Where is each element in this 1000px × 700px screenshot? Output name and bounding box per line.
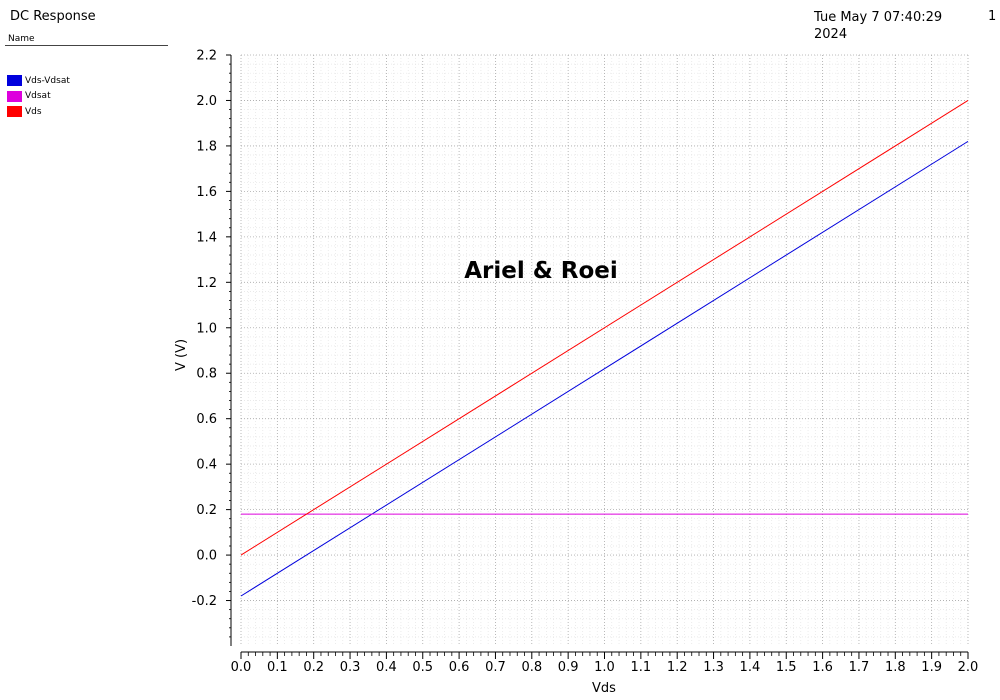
legend-divider bbox=[5, 45, 168, 46]
y-tick-label: 1.8 bbox=[196, 139, 217, 154]
plot-date: Tue May 7 07:40:29 2024 bbox=[814, 10, 943, 42]
x-tick-label: 1.2 bbox=[667, 660, 688, 675]
legend-item-vdsat[interactable]: Vdsat bbox=[7, 89, 70, 105]
legend-label: Vds-Vdsat bbox=[25, 75, 70, 86]
x-tick-label: 1.0 bbox=[594, 660, 615, 675]
series-line-vds-vdsat bbox=[240, 140, 969, 597]
x-tick-label: 0.7 bbox=[485, 660, 506, 675]
y-tick-label: 0.2 bbox=[196, 503, 217, 518]
series-group bbox=[240, 100, 969, 597]
y-tick-label: 1.4 bbox=[196, 230, 217, 245]
x-tick-label: 0.2 bbox=[303, 660, 324, 675]
x-tick-label: 0.0 bbox=[231, 660, 252, 675]
y-tick-label: 1.2 bbox=[196, 276, 217, 291]
x-tick-label: 0.4 bbox=[376, 660, 397, 675]
x-tick-label: 0.1 bbox=[267, 660, 288, 675]
legend-swatch bbox=[7, 106, 22, 118]
x-tick-label: 0.3 bbox=[340, 660, 361, 675]
x-tick-label: 2.0 bbox=[958, 660, 979, 675]
legend-label: Vds bbox=[25, 106, 42, 117]
y-tick-label: 2.2 bbox=[196, 49, 217, 64]
x-tick-label: 0.5 bbox=[412, 660, 433, 675]
legend-label: Vdsat bbox=[25, 91, 51, 102]
x-tick-label: 0.9 bbox=[558, 660, 579, 675]
plot-title: DC Response bbox=[10, 9, 96, 24]
chart-annotation: Ariel & Roei bbox=[464, 258, 618, 284]
x-tick-label: 1.8 bbox=[885, 660, 906, 675]
y-tick-label: -0.2 bbox=[192, 594, 217, 609]
y-tick-label: 0.4 bbox=[196, 458, 217, 473]
x-tick-label: 1.5 bbox=[776, 660, 797, 675]
axes: -0.2 0.0 0.2 0.4 0.6 0.8 1.0 1.2 1.4 1.6 1.8 2.0 2.2… bbox=[192, 49, 979, 676]
y-tick-label: 0.6 bbox=[196, 412, 217, 427]
x-tick-label: 1.7 bbox=[849, 660, 870, 675]
legend-header: Name bbox=[8, 34, 35, 44]
legend-swatch bbox=[7, 90, 22, 102]
x-tick-label: 1.6 bbox=[812, 660, 833, 675]
y-tick-label: 1.0 bbox=[196, 321, 217, 336]
y-tick-label: 0.8 bbox=[196, 367, 217, 382]
grid bbox=[240, 54, 969, 646]
y-axis-label: V (V) bbox=[174, 339, 189, 371]
x-tick-label: 1.4 bbox=[740, 660, 761, 675]
page-number: 1 bbox=[988, 9, 997, 24]
x-tick-label: 1.1 bbox=[631, 660, 652, 675]
x-tick-label: 0.6 bbox=[449, 660, 470, 675]
legend-swatch bbox=[7, 75, 22, 87]
x-tick-label: 1.9 bbox=[921, 660, 942, 675]
legend-item-vds[interactable]: Vds bbox=[7, 104, 70, 120]
y-tick-label: 1.6 bbox=[196, 185, 217, 200]
x-axis-label: Vds bbox=[592, 681, 616, 696]
legend-item-vds-vdsat[interactable]: Vds-Vdsat bbox=[7, 73, 70, 89]
y-tick-label: 0.0 bbox=[196, 549, 217, 564]
x-tick-label: 0.8 bbox=[521, 660, 542, 675]
legend: Vds-Vdsat Vdsat Vds bbox=[7, 73, 70, 120]
series-line-vds bbox=[240, 100, 969, 556]
x-tick-label: 1.3 bbox=[703, 660, 724, 675]
y-tick-label: 2.0 bbox=[196, 94, 217, 109]
